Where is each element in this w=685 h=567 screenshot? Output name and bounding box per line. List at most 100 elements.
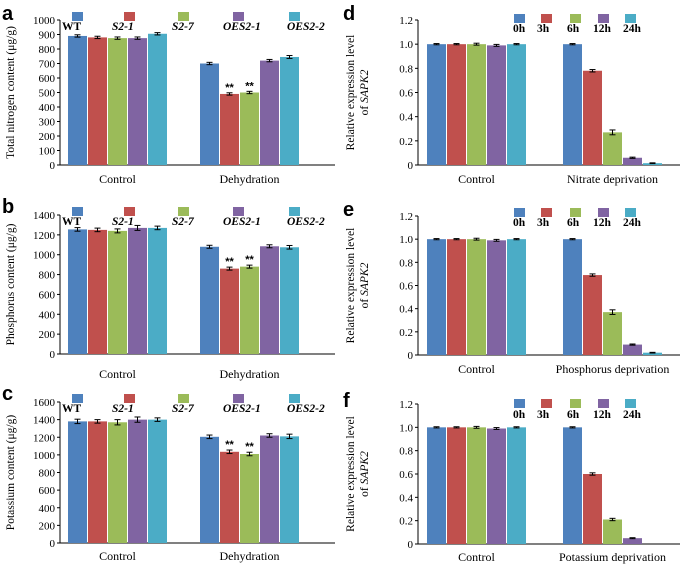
legend-label: 6h bbox=[567, 23, 580, 35]
gene-name: SAPK2 bbox=[359, 451, 371, 484]
legend-swatch bbox=[625, 399, 636, 408]
legend-swatch bbox=[72, 394, 83, 403]
y-tick-label: 0.2 bbox=[399, 327, 413, 339]
panel-letter: b bbox=[2, 196, 14, 218]
x-category-label: Control bbox=[99, 172, 136, 186]
bar-WT-dehydration bbox=[200, 246, 219, 354]
panel-letter: f bbox=[343, 390, 350, 412]
y-tick-label: 0 bbox=[50, 349, 56, 361]
y-tick-label: 1000 bbox=[33, 250, 56, 262]
bar-3h-control bbox=[447, 239, 466, 355]
legend-label: 3h bbox=[537, 409, 550, 421]
legend-label: 6h bbox=[567, 217, 580, 229]
bar-WT-dehydration bbox=[200, 436, 219, 543]
legend-swatch bbox=[514, 399, 525, 408]
legend-label: WT bbox=[62, 216, 82, 228]
legend-swatch bbox=[514, 14, 525, 23]
legend-swatch bbox=[233, 207, 244, 216]
legend-swatch bbox=[72, 207, 83, 216]
y-tick-label: 0.6 bbox=[399, 88, 413, 100]
bar-S2-7-control bbox=[108, 38, 127, 165]
legend-swatch bbox=[541, 14, 552, 23]
bar-6h-control bbox=[467, 44, 486, 165]
y-axis-label-prefix: of bbox=[359, 484, 371, 496]
panel-letter: e bbox=[343, 199, 354, 221]
bar-3h-phosphorus-deprivation bbox=[583, 275, 602, 355]
chart-panel-f: f 0 0.2 0.4 0.6 0.8 1.0 1.2 Relative expression … bbox=[343, 390, 680, 564]
chart-panel-d: d 0 0.2 0.4 0.6 0.8 1.0 1.2 Relative expression … bbox=[343, 3, 680, 186]
bar-12h-control bbox=[487, 428, 506, 544]
bar-WT-control bbox=[68, 35, 87, 166]
y-axis-label-gene: of SAPK2 bbox=[359, 262, 371, 308]
y-tick-label: 0.8 bbox=[399, 257, 413, 269]
y-axis-label: Potassium content (μg/g) bbox=[5, 415, 17, 531]
y-tick-label: 800 bbox=[39, 468, 56, 480]
y-tick-label: 800 bbox=[39, 270, 56, 282]
legend-label: S2-7 bbox=[172, 403, 195, 415]
legend-swatch bbox=[625, 208, 636, 217]
bar-WT-dehydration bbox=[200, 63, 219, 165]
bar-S2-1-control bbox=[88, 229, 107, 354]
y-axis-label: Relative expression level bbox=[345, 35, 357, 151]
bar-3h-control bbox=[447, 427, 466, 544]
y-tick-label: 0.4 bbox=[399, 304, 413, 316]
legend-swatch bbox=[233, 12, 244, 21]
bar-OES2-2-control bbox=[148, 419, 167, 543]
bar-6h-phosphorus-deprivation bbox=[603, 312, 622, 355]
legend-label: OES2-1 bbox=[223, 403, 261, 415]
legend-label: 12h bbox=[593, 217, 612, 229]
bar-S2-7-control bbox=[108, 230, 127, 354]
y-tick-label: 200 bbox=[39, 329, 56, 341]
y-tick-label: 700 bbox=[39, 59, 56, 71]
legend-label: 24h bbox=[623, 217, 642, 229]
y-tick-label: 1.2 bbox=[399, 15, 413, 27]
bar-OES2-1-control bbox=[128, 419, 147, 543]
y-tick-label: 1.2 bbox=[399, 211, 413, 223]
bar-S2-7-dehydration bbox=[240, 453, 259, 543]
bar-OES2-2-dehydration bbox=[280, 247, 299, 354]
legend-swatch bbox=[178, 207, 189, 216]
bar-WT-control bbox=[68, 421, 87, 543]
bar-OES2-2-dehydration bbox=[280, 56, 299, 165]
bar-OES2-1-control bbox=[128, 227, 147, 354]
y-tick-label: 0.6 bbox=[399, 469, 413, 481]
legend-swatch bbox=[514, 208, 525, 217]
bar-6h-control bbox=[467, 427, 486, 544]
bar-12h-phosphorus-deprivation bbox=[623, 344, 642, 355]
bar-12h-nitrate-deprivation bbox=[623, 157, 642, 165]
chart-panel-a: a 0 100 200 300 400 500 600 700 800 900 1000 Total n… bbox=[2, 3, 335, 186]
legend-label: 24h bbox=[623, 409, 642, 421]
bar-24h-control bbox=[507, 427, 526, 544]
legend-swatch bbox=[625, 14, 636, 23]
y-tick-label: 1000 bbox=[33, 15, 56, 27]
bar-24h-phosphorus-deprivation bbox=[643, 352, 662, 355]
bar-24h-control bbox=[507, 44, 526, 165]
x-category-label: Potassium deprivation bbox=[559, 550, 666, 564]
legend-label: OES2-2 bbox=[287, 216, 325, 228]
legend-swatch bbox=[124, 207, 135, 216]
y-tick-label: 500 bbox=[39, 88, 56, 100]
legend-swatch bbox=[124, 12, 135, 21]
legend-label: 6h bbox=[567, 409, 580, 421]
y-tick-label: 0.2 bbox=[399, 516, 413, 528]
x-category-label: Control bbox=[99, 367, 136, 381]
y-tick-label: 800 bbox=[39, 44, 56, 56]
x-category-label: Control bbox=[99, 549, 136, 563]
bar-S2-1-dehydration bbox=[220, 451, 239, 543]
y-tick-label: 1.0 bbox=[399, 422, 413, 434]
legend-label: S2-1 bbox=[112, 403, 134, 415]
bar-OES2-1-dehydration bbox=[260, 60, 279, 165]
legend-label: 0h bbox=[513, 409, 526, 421]
legend-swatch bbox=[124, 394, 135, 403]
legend-label: 12h bbox=[593, 23, 612, 35]
y-tick-label: 0.8 bbox=[399, 63, 413, 75]
legend-label: 0h bbox=[513, 217, 526, 229]
legend-swatch bbox=[289, 12, 300, 21]
bar-S2-7-dehydration bbox=[240, 266, 259, 354]
bar-0h-control bbox=[427, 427, 446, 544]
bar-6h-nitrate-deprivation bbox=[603, 132, 622, 165]
panel-letter: c bbox=[2, 383, 13, 405]
legend-label: 3h bbox=[537, 23, 550, 35]
bar-6h-control bbox=[467, 239, 486, 355]
y-tick-label: 1200 bbox=[33, 230, 56, 242]
